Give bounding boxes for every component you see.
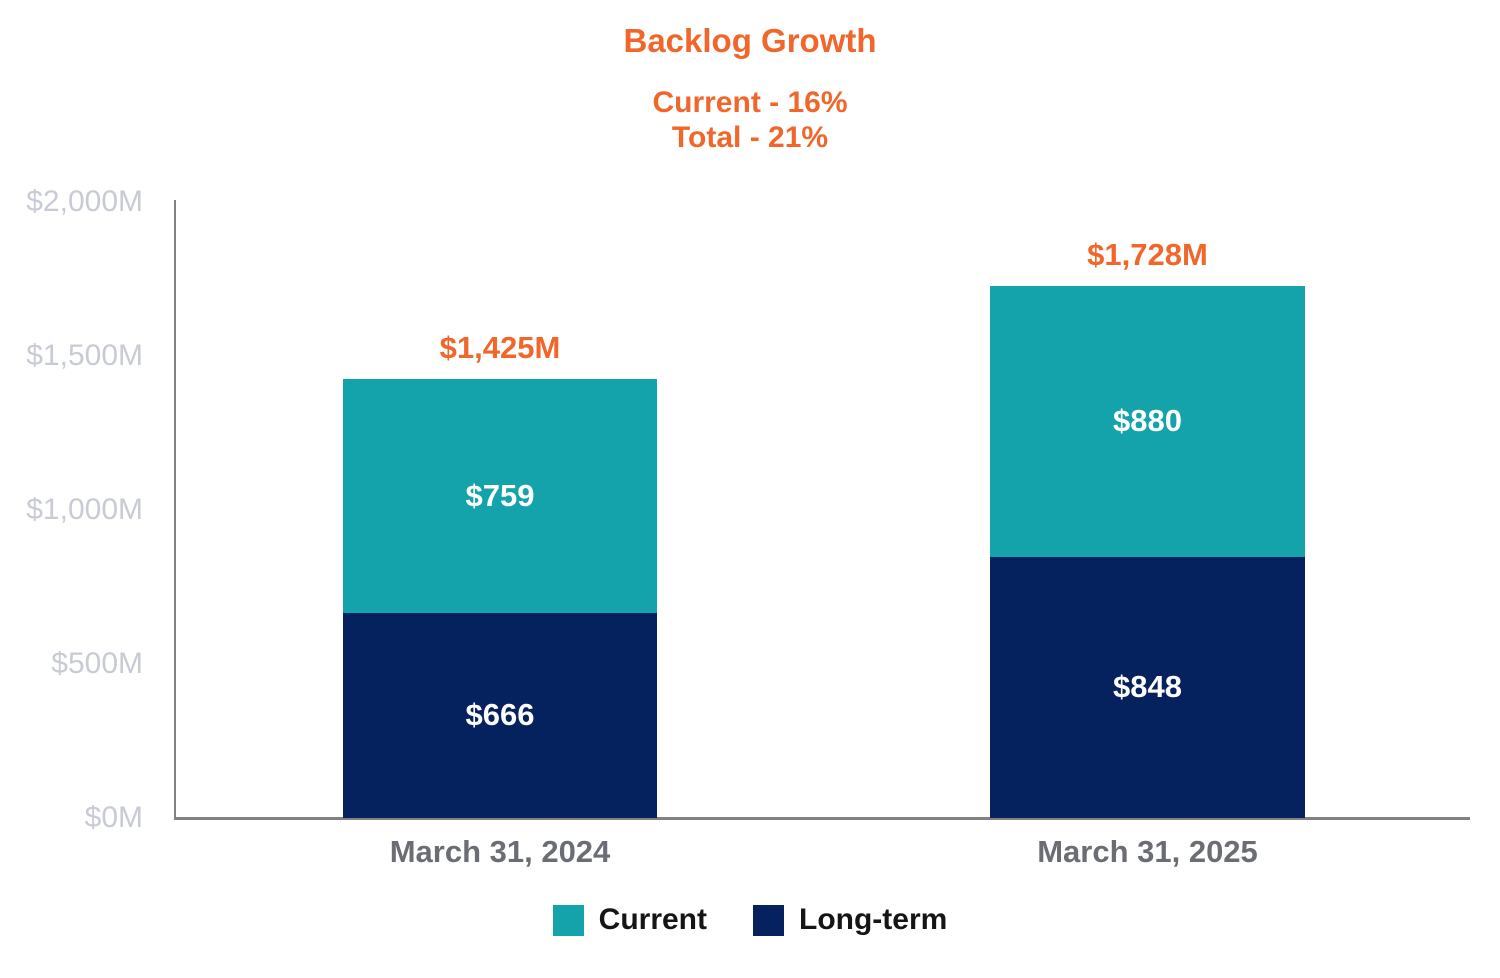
chart-subtitle-current-growth: Current - 16% (652, 86, 848, 119)
legend: Current Long-term (0, 903, 1500, 937)
y-axis-tick-1500m: $1,500M (26, 339, 143, 372)
legend-item-current: Current (552, 903, 707, 937)
bar-2025-current-value: $880 (1113, 403, 1182, 439)
bar-2024-total-label: $1,425M (439, 330, 561, 366)
y-axis-tick-1000m: $1,000M (26, 493, 143, 526)
bar-2024-longterm-segment: $666 (343, 612, 657, 818)
x-axis-label-march-2024: March 31, 2024 (389, 834, 611, 869)
bar-2025-longterm-segment: $848 (990, 556, 1305, 818)
y-axis-tick-2000m: $2,000M (26, 185, 143, 218)
legend-label-longterm: Long-term (799, 903, 948, 936)
legend-label-current: Current (598, 903, 707, 936)
y-axis-line (174, 200, 176, 820)
chart-subtitle-total-growth: Total - 21% (671, 121, 829, 154)
legend-swatch-longterm (753, 904, 784, 936)
legend-item-longterm: Long-term (753, 903, 947, 937)
bar-2025-current-segment: $880 (990, 285, 1305, 557)
chart-title: Backlog Growth (623, 22, 877, 59)
bar-2025-longterm-value: $848 (1113, 669, 1182, 705)
x-axis-line (174, 817, 1470, 820)
bar-2024-current-value: $759 (465, 477, 535, 513)
bar-2024-current-segment: $759 (343, 379, 657, 613)
x-axis-label-march-2025: March 31, 2025 (1037, 834, 1258, 869)
bar-2025-total-label: $1,728M (1087, 236, 1208, 272)
y-axis-tick-500m: $500M (51, 647, 143, 680)
y-axis-tick-0m: $0M (84, 801, 143, 834)
legend-swatch-current (552, 904, 584, 936)
bar-2024-longterm-value: $666 (465, 697, 535, 733)
